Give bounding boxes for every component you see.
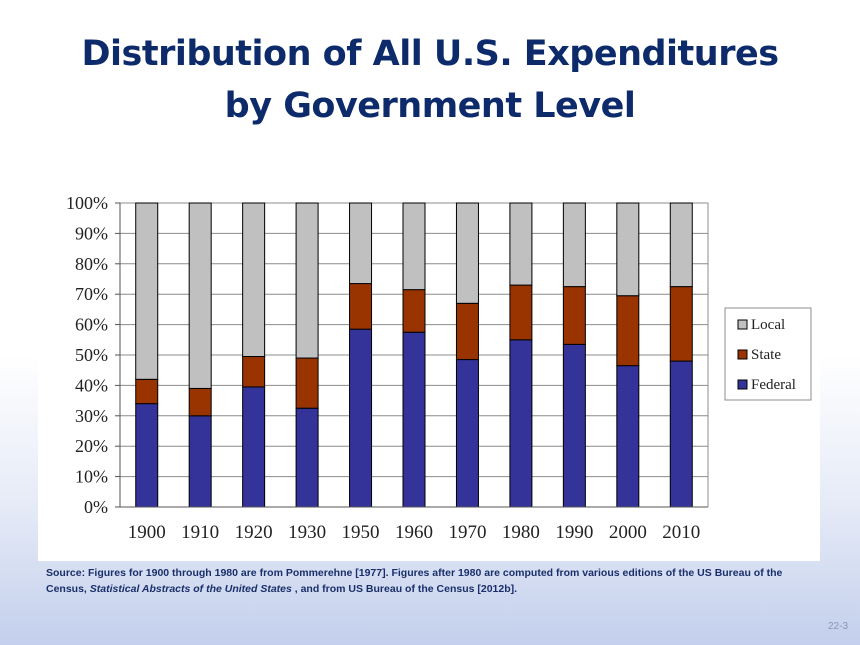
bar-federal [242, 386, 266, 508]
y-tick-label: 60% [75, 315, 108, 335]
bar-state [135, 378, 159, 405]
bar-local [402, 202, 426, 291]
bar-state [242, 356, 266, 388]
x-tick-label: 1920 [235, 522, 273, 543]
bar-federal [562, 343, 586, 508]
legend-label-state: State [751, 347, 781, 363]
y-tick-label: 0% [84, 497, 108, 517]
bar-federal [455, 359, 479, 508]
y-tick-label: 10% [75, 467, 108, 487]
bar-state [562, 286, 586, 345]
slide-number: 22-3 [827, 621, 848, 632]
x-tick-label: 1970 [448, 522, 486, 543]
y-tick-label: 50% [75, 345, 108, 365]
title-line-2: by Government Level [224, 86, 636, 126]
bar-local [669, 202, 693, 288]
y-tick-label: 80% [75, 254, 108, 274]
bars [135, 202, 693, 508]
bar-federal [402, 331, 426, 508]
x-tick-label: 1960 [395, 522, 433, 543]
bar-local [349, 202, 373, 285]
bar-local [188, 202, 212, 389]
bar-federal [616, 365, 640, 508]
chart-panel: 0% 10% 20% 30% 40% 50% 60% 70% 80% 90% 100% 1900 19… [38, 166, 820, 561]
x-tick-label: 1900 [128, 522, 166, 543]
legend-label-local: Local [751, 317, 785, 333]
x-axis-ticks: 1900 1910 1920 1930 1950 1960 1970 1980 1990 2000… [128, 522, 701, 543]
source-text-italic: Statistical Abstracts of the United Stat… [89, 583, 292, 595]
x-tick-label: 1910 [181, 522, 219, 543]
bar-local [509, 202, 533, 286]
source-note: Source: Figures for 1900 through 1980 ar… [46, 565, 826, 597]
bar-state [455, 302, 479, 361]
bar-local [242, 202, 266, 358]
bar-state [295, 357, 319, 409]
x-tick-label: 1990 [555, 522, 593, 543]
bar-federal [188, 415, 212, 508]
bar-local [295, 202, 319, 359]
legend-label-federal: Federal [751, 377, 796, 393]
stacked-bar-chart: 0%10%20%30%40%50%60%70%80%90%100% 1900 19… [66, 193, 812, 543]
y-axis-ticks: 0% 10% 20% 30% 40% 50% 60% 70% 80% 90% 100% [66, 193, 108, 517]
bar-local [562, 202, 586, 288]
x-tick-label: 1980 [502, 522, 540, 543]
bar-state [509, 284, 533, 341]
bar-state [349, 283, 373, 330]
y-tick-label: 70% [75, 284, 108, 304]
bar-federal [295, 407, 319, 508]
y-tick-label: 30% [75, 406, 108, 426]
y-tick-label: 100% [66, 193, 108, 213]
x-tick-label: 1950 [342, 522, 380, 543]
bar-state [402, 289, 426, 333]
legend-swatch-state [737, 349, 748, 360]
bar-federal [349, 328, 373, 508]
title-line-1: Distribution of All U.S. Expenditures [81, 34, 779, 74]
bar-federal [509, 339, 533, 508]
y-tick-label: 40% [75, 375, 108, 395]
slide-title: Distribution of All U.S. Expenditures by… [0, 28, 860, 132]
bar-federal [669, 360, 693, 508]
source-text-2: , and from US Bureau of the Census [2012… [291, 583, 518, 595]
y-tick-label: 20% [75, 436, 108, 456]
source-text-1: Source: Figures for 1900 through 1980 ar… [46, 567, 783, 595]
bar-state [669, 286, 693, 362]
bar-state [188, 387, 212, 417]
bar-local [135, 202, 159, 380]
bar-federal [135, 403, 159, 508]
legend-swatch-federal [737, 379, 748, 390]
bar-local [616, 202, 640, 297]
legend-swatch-local [737, 319, 748, 330]
bar-local [455, 202, 479, 304]
x-tick-label: 2000 [609, 522, 647, 543]
axes [119, 203, 709, 508]
bar-state [616, 295, 640, 367]
x-tick-label: 1930 [288, 522, 326, 543]
y-tick-label: 90% [75, 223, 108, 243]
legend: Local State Federal [724, 307, 812, 401]
x-tick-label: 2010 [662, 522, 700, 543]
